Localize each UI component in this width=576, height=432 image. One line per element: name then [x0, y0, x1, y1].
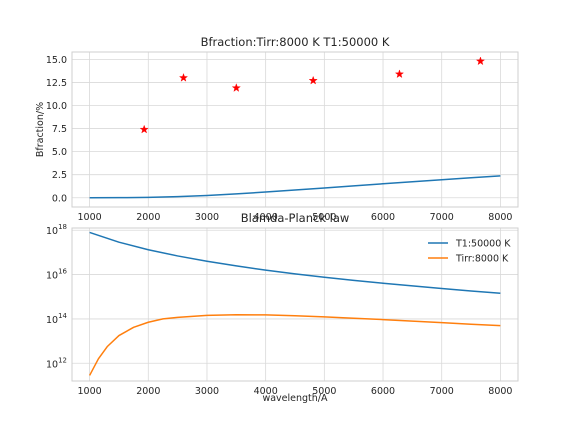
x-tick-label: 7000: [430, 386, 454, 397]
x-tick-label: 5000: [312, 386, 336, 397]
y-tick-label: 1012: [46, 356, 67, 370]
y-tick-label: 12.5: [46, 78, 67, 89]
x-tick-label: 7000: [430, 212, 454, 223]
legend-label: T1:50000 K: [455, 239, 511, 250]
y-tick-label: 1014: [46, 312, 68, 326]
planck-axes-frame: [71, 227, 519, 382]
x-tick-label: 3000: [195, 212, 219, 223]
bfraction-panel: 1000 2000 3000 4000 5000 6000 7000 8000 0.0 2.5 5.…: [35, 35, 519, 223]
series-line: [89, 175, 501, 199]
planck-legend: T1:50000 K Tirr:8000 K: [428, 239, 511, 265]
bfraction-ticks: 1000 2000 3000 4000 5000 6000 7000 8000 0.0 2.5 5.…: [46, 55, 513, 223]
y-tick-label: 2.5: [52, 170, 67, 181]
y-tick-label: 7.5: [52, 124, 67, 135]
bfraction-series: [89, 56, 501, 199]
legend-label: Tirr:8000 K: [455, 254, 509, 265]
data-point-star: [178, 73, 189, 82]
planck-title: Blamda-Planck law: [241, 211, 350, 225]
x-tick-label: 6000: [371, 386, 395, 397]
x-tick-label: 8000: [488, 212, 512, 223]
x-tick-label: 5000: [312, 212, 336, 223]
series-line-t1-50000-k: [89, 231, 501, 294]
y-tick-exponent: 14: [58, 312, 67, 320]
bfraction-axes-frame: [71, 51, 519, 208]
data-point-star: [475, 56, 486, 66]
planck-ticks: 1000 2000 3000 4000 5000 6000 7000 800010121014…: [46, 223, 513, 397]
y-tick-label: 1016: [46, 268, 68, 282]
planck-grid: [72, 228, 518, 381]
x-tick-label: 4000: [254, 212, 278, 223]
x-tick-label: 8000: [488, 386, 512, 397]
y-tick-base: 10: [46, 315, 58, 326]
data-point-star: [139, 124, 149, 134]
x-tick-label: 3000: [195, 386, 219, 397]
y-tick-exponent: 16: [58, 268, 67, 276]
bfraction-y-label: Bfraction/%: [35, 102, 46, 157]
x-tick-label: 4000: [254, 386, 278, 397]
y-tick-label: 5.0: [52, 147, 67, 158]
bfraction-title: Bfraction:Tirr:8000 K T1:50000 K: [201, 35, 390, 49]
x-tick-label: 1000: [78, 212, 102, 223]
y-tick-label: 15.0: [46, 55, 67, 66]
data-point-star: [231, 83, 241, 92]
bfraction-grid: [72, 52, 518, 207]
x-tick-label: 1000: [78, 386, 102, 397]
x-tick-label: 6000: [371, 212, 395, 223]
planck-series: [88, 231, 501, 376]
data-point-star: [394, 69, 405, 79]
x-tick-label: 2000: [136, 386, 160, 397]
y-tick-exponent: 12: [58, 356, 67, 364]
y-tick-base: 10: [46, 226, 58, 237]
data-point-star: [308, 75, 318, 85]
x-tick-label: 2000: [136, 212, 160, 223]
y-tick-base: 10: [46, 359, 58, 370]
y-tick-base: 10: [46, 271, 58, 282]
planck-x-label: wavelength/A: [262, 393, 328, 404]
y-tick-label: 1018: [46, 223, 67, 237]
y-tick-exponent: 18: [58, 223, 67, 231]
planck-panel: 1000 2000 3000 4000 5000 6000 7000 800010121014…: [46, 211, 519, 404]
series-line-tirr-8000-k: [88, 313, 501, 376]
y-tick-label: 10.0: [46, 101, 67, 112]
y-tick-label: 0.0: [52, 193, 67, 204]
